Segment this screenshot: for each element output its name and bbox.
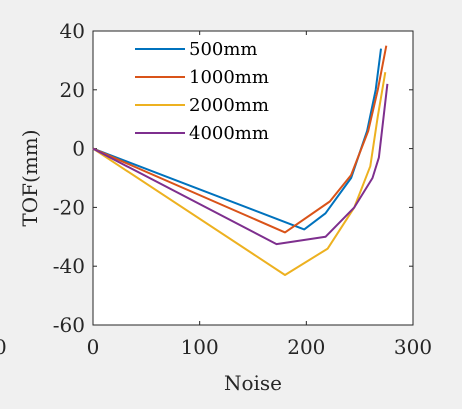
y-tick-label: -20 <box>53 195 85 219</box>
legend-label: 500mm <box>189 39 258 60</box>
y-tick-label: 40 <box>60 19 85 43</box>
y-axis-label: TOF(mm) <box>18 129 42 226</box>
left-cut-label: 0 <box>0 335 7 359</box>
legend-label: 1000mm <box>189 67 269 88</box>
y-tick-label: -60 <box>53 313 85 337</box>
legend-label: 4000mm <box>189 123 269 144</box>
y-tick-label: -40 <box>53 254 85 278</box>
y-tick-label: 20 <box>60 78 85 102</box>
x-tick-label: 0 <box>87 335 100 359</box>
y-tick-label: 0 <box>72 137 85 161</box>
x-axis-label: Noise <box>224 371 282 395</box>
legend-label: 2000mm <box>189 95 269 116</box>
x-tick-label: 100 <box>181 335 219 359</box>
x-tick-label: 200 <box>287 335 325 359</box>
x-tick-label: 300 <box>394 335 432 359</box>
